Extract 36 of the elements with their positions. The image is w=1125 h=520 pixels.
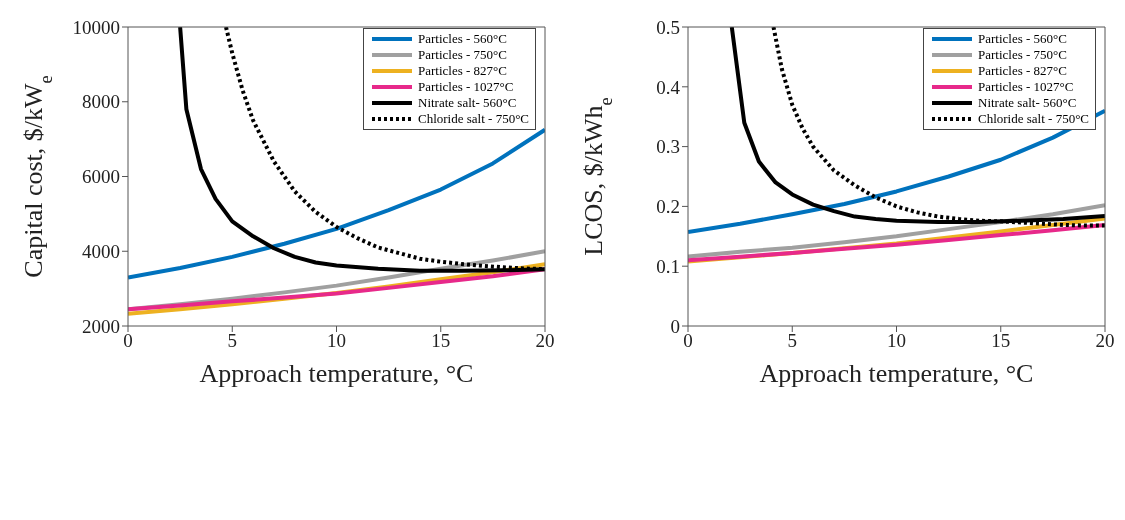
legend-label: Chloride salt - 750°C (418, 111, 529, 127)
x-tick-label: 15 (991, 330, 1011, 352)
x-tick-label: 10 (327, 330, 346, 352)
x-tick-label: 10 (887, 330, 906, 352)
y-tick-label: 0 (670, 315, 680, 337)
legend-label: Particles - 560°C (418, 31, 507, 47)
line-series (688, 203, 1105, 259)
y-tick-label: 6000 (82, 166, 120, 188)
x-tick-label: 20 (535, 330, 555, 352)
legend-label: Particles - 750°C (418, 47, 507, 63)
x-axis-title: Approach temperature, °C (199, 359, 474, 388)
x-tick-label: 20 (1095, 330, 1115, 352)
y-tick-label: 8000 (82, 91, 120, 113)
legend-label: Nitrate salt- 560°C (978, 95, 1077, 111)
y-tick-label: 0.1 (656, 255, 680, 277)
x-tick-label: 5 (787, 330, 797, 352)
legend-label: Nitrate salt- 560°C (418, 95, 517, 111)
y-tick-label: 0.4 (656, 76, 681, 98)
legend-label: Chloride salt - 750°C (978, 111, 1089, 127)
line-series (688, 108, 1105, 235)
legend-label: Particles - 1027°C (418, 79, 514, 95)
y-tick-label: 2000 (82, 315, 120, 337)
y-tick-label: 10000 (72, 16, 120, 38)
x-axis-title: Approach temperature, °C (759, 359, 1034, 388)
legend-label: Particles - 1027°C (978, 79, 1074, 95)
legend-label: Particles - 827°C (418, 63, 507, 79)
y-tick-label: 0.3 (656, 136, 680, 158)
x-tick-label: 5 (227, 330, 237, 352)
x-tick-label: 15 (431, 330, 451, 352)
legend-label: Particles - 750°C (978, 47, 1067, 63)
y-tick-label: 0.2 (656, 196, 680, 218)
y-tick-label: 0.5 (656, 16, 680, 38)
legend-label: Particles - 560°C (978, 31, 1067, 47)
y-tick-label: 4000 (82, 240, 120, 262)
legend-label: Particles - 827°C (978, 63, 1067, 79)
line-series (128, 127, 545, 280)
